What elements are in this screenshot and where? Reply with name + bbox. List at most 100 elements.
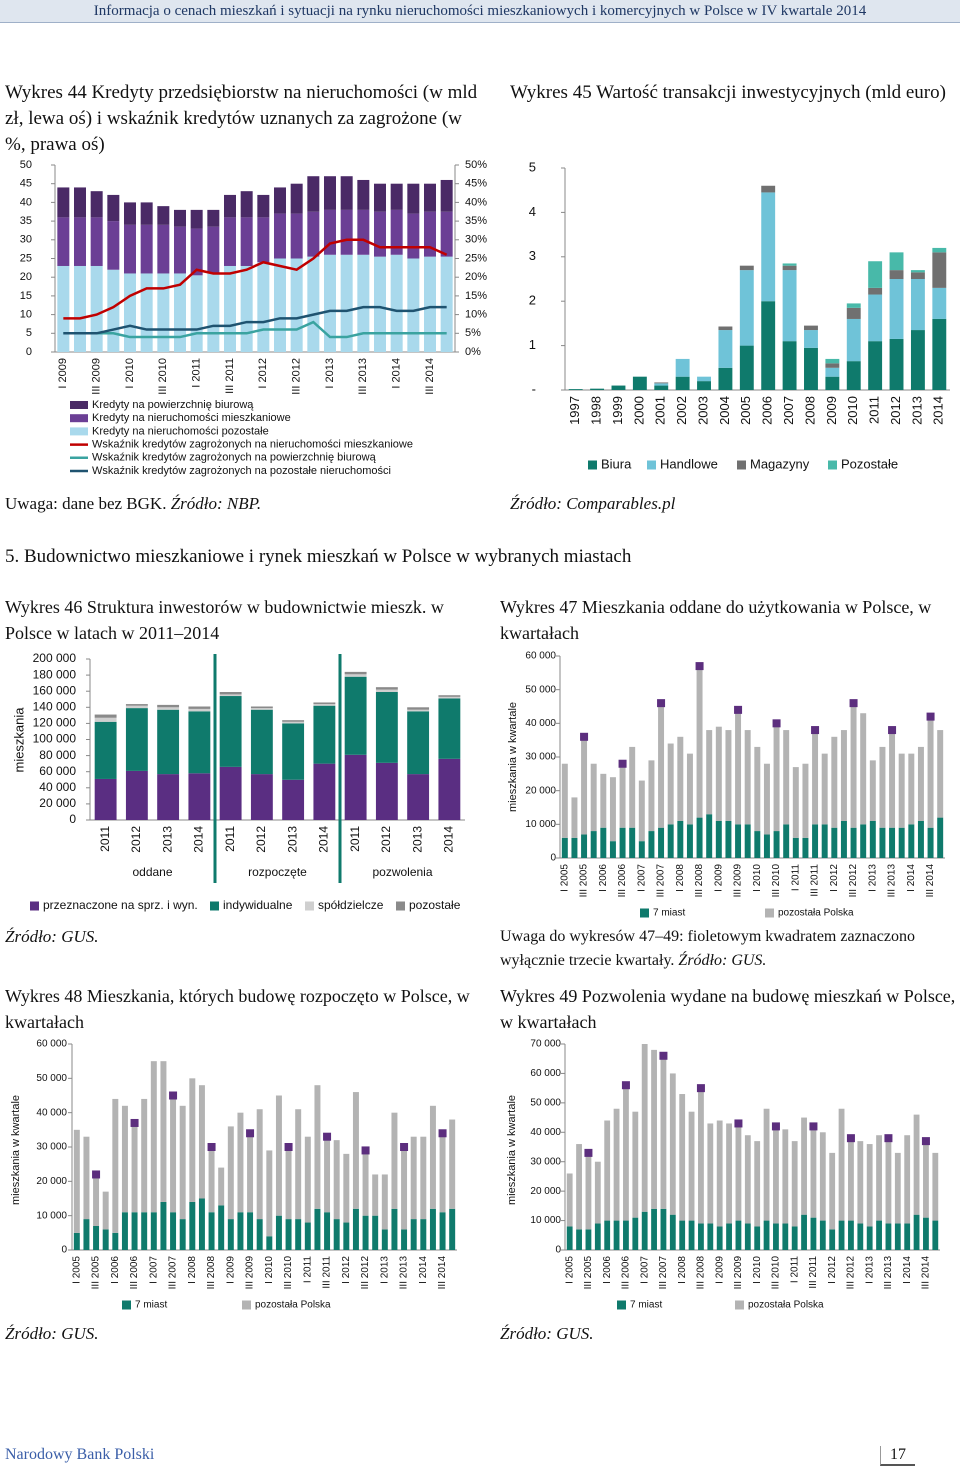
bar — [561, 837, 568, 858]
bar — [240, 217, 253, 266]
bar — [424, 183, 436, 212]
bar — [889, 279, 904, 339]
highlight-marker — [849, 699, 858, 708]
bar — [362, 1150, 369, 1216]
bar — [726, 1223, 732, 1250]
chart-title: Wykres 48 Mieszkania, których budowę roz… — [5, 986, 470, 1032]
y2-tick-label: 30% — [465, 234, 487, 246]
bar — [932, 287, 947, 319]
bar — [333, 1140, 340, 1220]
legend-swatch — [617, 1300, 626, 1310]
bar — [876, 1135, 882, 1221]
bar — [908, 824, 915, 858]
bar — [846, 303, 861, 308]
bar — [189, 1201, 196, 1250]
highlight-marker — [169, 1091, 178, 1100]
bar — [804, 330, 818, 348]
bar — [131, 1212, 138, 1250]
bar — [438, 696, 461, 699]
y-tick-label: 45 — [20, 178, 32, 190]
bar — [407, 709, 430, 712]
y-tick-label: 50 000 — [525, 684, 556, 695]
x-tick-label: III 2008 — [206, 1256, 217, 1290]
bar — [754, 746, 761, 832]
bar — [190, 209, 203, 229]
x-tick-label: III 2012 — [291, 358, 303, 395]
highlight-marker — [734, 1119, 743, 1128]
bar — [718, 330, 733, 368]
bar — [831, 736, 838, 828]
y2-tick-label: 0% — [465, 346, 481, 358]
y2-tick-label: 45% — [465, 178, 487, 190]
y-tick-label: 10 — [20, 309, 32, 321]
bar — [763, 1108, 770, 1221]
bar — [160, 1061, 167, 1202]
bar — [307, 176, 320, 212]
bar — [290, 258, 303, 352]
y-axis-label: mieszkania w kwartale — [507, 702, 519, 812]
bar — [831, 827, 838, 858]
bar — [761, 301, 776, 390]
legend-swatch — [305, 901, 314, 911]
bar — [439, 1133, 446, 1213]
bar — [846, 361, 861, 390]
bar — [932, 247, 947, 253]
y-tick-label: 50 000 — [530, 1097, 561, 1108]
page-number: 17 — [880, 1446, 915, 1466]
bar — [696, 666, 703, 818]
x-tick-label: III 2007 — [658, 1256, 669, 1290]
bar — [107, 269, 120, 352]
bar — [407, 707, 430, 710]
bar — [913, 1114, 920, 1215]
bar — [295, 1219, 302, 1250]
bar — [754, 1226, 761, 1250]
x-tick-label: III 2009 — [733, 864, 744, 898]
bar — [274, 258, 286, 352]
bar — [894, 1152, 901, 1224]
bar — [718, 367, 733, 390]
legend-label: Magazyny — [750, 456, 810, 471]
bar — [638, 780, 645, 842]
bar — [600, 827, 607, 858]
x-tick-label: I 2005 — [71, 1256, 82, 1284]
x-tick-label: III 2014 — [925, 864, 936, 898]
y-tick-label: - — [532, 381, 536, 396]
x-tick-label: I 2006 — [602, 1256, 613, 1284]
bar — [889, 827, 896, 858]
bar — [829, 1152, 836, 1230]
x-tick-label: III 2012 — [846, 1256, 857, 1290]
section-title: 5. Budownictwo mieszkaniowe i rynek mies… — [5, 546, 632, 567]
bar — [908, 753, 915, 825]
bar — [362, 1215, 369, 1250]
bar — [429, 1105, 436, 1209]
bar — [304, 1136, 311, 1223]
bar — [707, 1123, 714, 1224]
bar — [825, 358, 840, 364]
x-tick-label: 2011 — [98, 826, 112, 852]
bar — [219, 694, 242, 697]
bar — [344, 674, 367, 677]
bar — [57, 217, 70, 266]
highlight-marker — [921, 1137, 930, 1146]
highlight-marker — [809, 1122, 818, 1131]
x-tick-label: III 2005 — [579, 864, 590, 898]
source: Źródło: GUS. — [678, 952, 767, 969]
bar — [90, 265, 103, 352]
bar — [94, 717, 117, 722]
y-tick-label: 35 — [20, 215, 32, 227]
bar — [141, 1212, 148, 1250]
y-tick-label: 140 000 — [33, 699, 77, 713]
x-tick-label: III 2011 — [810, 864, 821, 897]
group-label: oddane — [132, 865, 172, 879]
bar — [257, 194, 270, 218]
highlight-marker — [400, 1143, 409, 1151]
legend-label: Pozostałe — [841, 456, 898, 471]
y-tick-label: 10 000 — [530, 1215, 561, 1226]
bar — [157, 206, 170, 225]
y-axis-label: mieszkania — [11, 707, 26, 773]
bar — [611, 385, 626, 390]
highlight-marker — [734, 705, 743, 714]
legend-label: Kredyty na nieruchomości mieszkaniowe — [92, 412, 291, 424]
bar — [83, 1219, 90, 1250]
